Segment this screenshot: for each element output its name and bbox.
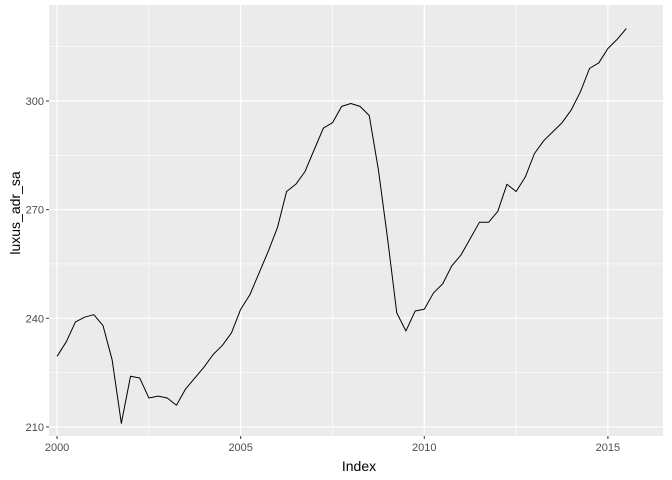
x-tick-label: 2000: [45, 442, 69, 454]
x-tick-label: 2010: [412, 442, 436, 454]
series-line-0: [56, 28, 627, 424]
y-tick-label: 240: [26, 313, 44, 325]
x-tick-label: 2005: [228, 442, 252, 454]
y-tick-label: 300: [26, 96, 44, 108]
plot-panel: [49, 5, 663, 436]
y-tick-label: 270: [26, 205, 44, 217]
x-axis-title: Index: [342, 458, 376, 474]
series-layer: [56, 28, 627, 424]
axis-ticks: 210 240 270 300 2000 2005 2010 2015: [26, 96, 621, 454]
y-tick-label: 210: [26, 422, 44, 434]
y-axis-title: luxus_adr_sa: [7, 171, 23, 254]
grid-lines: [49, 5, 663, 436]
x-tick-label: 2015: [596, 442, 620, 454]
